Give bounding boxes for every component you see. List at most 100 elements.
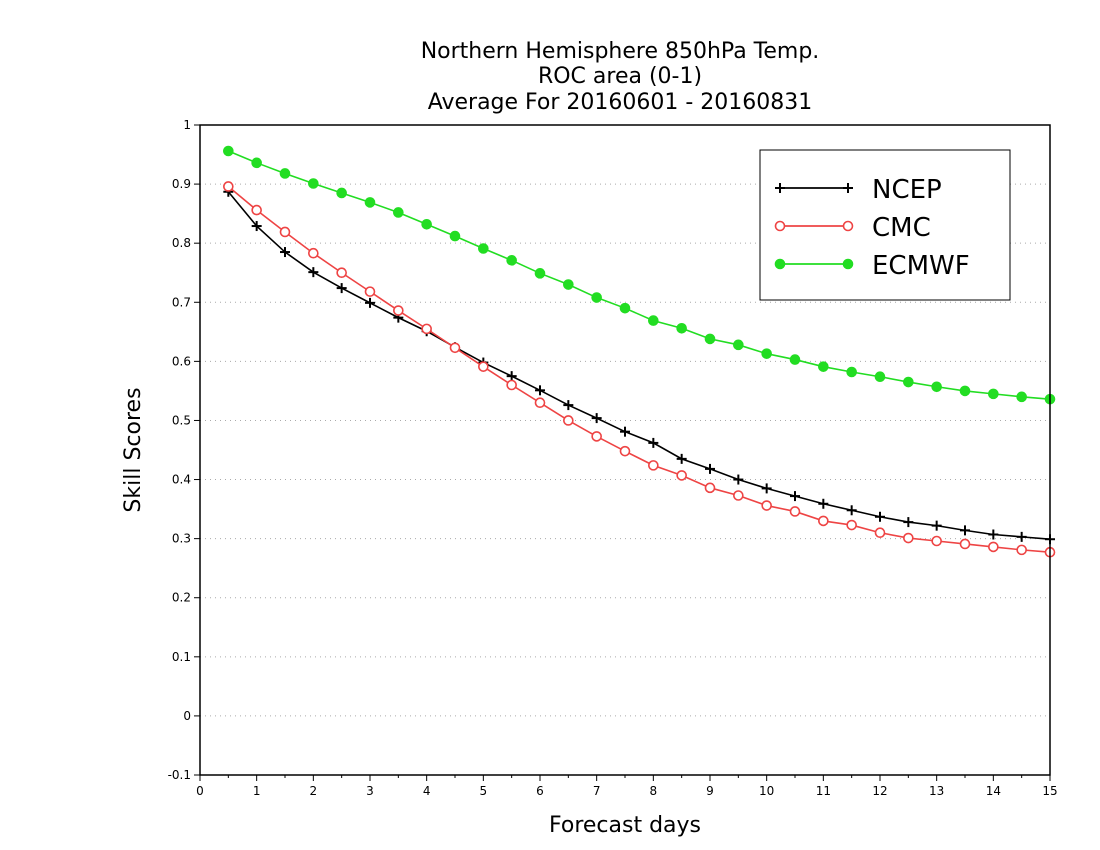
x-tick-label: 6 xyxy=(536,784,544,798)
data-point-ncep xyxy=(818,498,829,509)
data-point-cmc xyxy=(478,361,489,372)
x-tick-label: 1 xyxy=(253,784,261,798)
data-point-ncep xyxy=(676,453,687,464)
data-point-ecmwf xyxy=(591,292,602,303)
data-point-ecmwf xyxy=(959,385,971,397)
data-point-cmc xyxy=(733,490,744,501)
data-point-ncep xyxy=(960,525,970,536)
chart-title-line-1: Northern Hemisphere 850hPa Temp. xyxy=(421,39,820,64)
data-point-ecmwf xyxy=(563,279,574,290)
y-tick-label: 0.8 xyxy=(172,236,191,250)
data-point-cmc xyxy=(279,226,291,238)
x-tick-label: 8 xyxy=(650,784,658,798)
x-tick-label: 4 xyxy=(423,784,431,798)
data-point-ecmwf xyxy=(988,388,999,400)
data-point-ncep xyxy=(280,247,290,258)
y-axis-label: Skill Scores xyxy=(121,387,146,512)
data-point-cmc xyxy=(789,506,801,517)
chart-title: Northern Hemisphere 850hPa Temp. ROC are… xyxy=(421,39,820,115)
data-point-ecmwf xyxy=(478,243,489,254)
data-point-ecmwf xyxy=(336,187,347,199)
data-point-cmc xyxy=(761,500,772,511)
x-tick-label: 11 xyxy=(816,784,831,798)
data-point-ncep xyxy=(761,483,772,494)
data-point-ncep xyxy=(251,221,262,232)
data-point-ecmwf xyxy=(223,145,234,157)
data-point-ncep xyxy=(846,505,857,516)
data-point-cmc xyxy=(591,431,602,442)
data-point-cmc xyxy=(534,397,546,409)
data-point-ecmwf xyxy=(931,381,942,393)
legend-marker-ncep xyxy=(775,183,785,193)
legend-label-ncep: NCEP xyxy=(872,175,942,205)
data-point-ecmwf xyxy=(279,168,291,179)
series-ecmwf xyxy=(223,145,1056,405)
legend-label-ecmwf: ECMWF xyxy=(872,251,970,281)
chart-title-line-2: ROC area (0-1) xyxy=(538,64,702,89)
data-point-ecmwf xyxy=(251,157,262,169)
data-point-cmc xyxy=(903,532,914,544)
data-point-ecmwf xyxy=(393,207,404,218)
data-point-cmc xyxy=(563,415,574,426)
data-point-ncep xyxy=(336,283,347,294)
data-point-cmc xyxy=(704,482,716,494)
y-tick-label: 0.4 xyxy=(172,473,191,487)
data-point-cmc xyxy=(393,305,404,316)
plot-area-frame xyxy=(199,124,1051,776)
legend-marker-cmc xyxy=(774,220,786,232)
data-point-cmc xyxy=(988,541,999,553)
x-tick-label: 13 xyxy=(929,784,944,798)
gridlines xyxy=(200,183,1050,717)
data-point-ecmwf xyxy=(846,366,857,378)
y-tick-label: 0.6 xyxy=(172,354,191,368)
data-point-ecmwf xyxy=(733,339,744,351)
data-point-cmc xyxy=(223,181,234,192)
axis-ticks: -0.100.10.20.30.40.50.60.70.80.910 1 2 3 4 5 6… xyxy=(168,118,1058,798)
data-point-ecmwf xyxy=(818,361,829,372)
y-tick-label: 0.7 xyxy=(172,295,191,309)
data-point-cmc xyxy=(251,204,262,216)
data-point-ecmwf xyxy=(534,268,546,279)
data-point-ecmwf xyxy=(1016,391,1027,403)
data-point-ecmwf xyxy=(676,322,687,334)
data-point-cmc xyxy=(874,527,886,539)
y-tick-label: -0.1 xyxy=(168,768,191,782)
y-tick-label: 1 xyxy=(183,118,191,132)
x-tick-label: 3 xyxy=(366,784,374,798)
data-point-cmc xyxy=(676,470,687,481)
data-point-ncep xyxy=(903,517,914,528)
data-point-cmc xyxy=(959,538,971,550)
data-point-cmc xyxy=(1016,544,1027,556)
data-point-cmc xyxy=(308,247,319,259)
data-point-cmc xyxy=(648,460,659,471)
y-tick-label: 0.3 xyxy=(172,532,191,546)
data-point-ncep xyxy=(648,437,659,448)
data-point-ncep xyxy=(506,371,517,382)
data-point-cmc xyxy=(449,342,461,354)
x-tick-label: 5 xyxy=(480,784,488,798)
data-point-ncep xyxy=(733,474,744,485)
data-point-cmc xyxy=(364,286,376,297)
data-point-ecmwf xyxy=(903,376,914,388)
legend-label-cmc: CMC xyxy=(872,213,931,243)
data-point-ncep xyxy=(620,426,630,437)
data-point-ecmwf xyxy=(761,348,772,359)
data-point-cmc xyxy=(846,519,857,531)
data-point-ncep xyxy=(790,491,800,502)
y-tick-label: 0.5 xyxy=(172,413,191,427)
x-tick-label: 12 xyxy=(872,784,887,798)
y-tick-label: 0.1 xyxy=(172,650,191,664)
data-point-ecmwf xyxy=(421,218,432,230)
data-point-ecmwf xyxy=(704,333,716,345)
y-tick-label: 0 xyxy=(183,709,191,723)
legend: NCEP CMC ECMWF xyxy=(759,149,1011,301)
x-axis-label: Forecast days xyxy=(549,813,701,838)
data-point-cmc xyxy=(336,267,347,279)
legend-marker-ecmwf xyxy=(842,258,854,270)
series-cmc xyxy=(223,181,1056,558)
data-point-cmc xyxy=(421,323,432,335)
data-point-ecmwf xyxy=(648,315,659,326)
data-point-ncep xyxy=(988,529,999,540)
data-point-cmc xyxy=(619,445,631,457)
